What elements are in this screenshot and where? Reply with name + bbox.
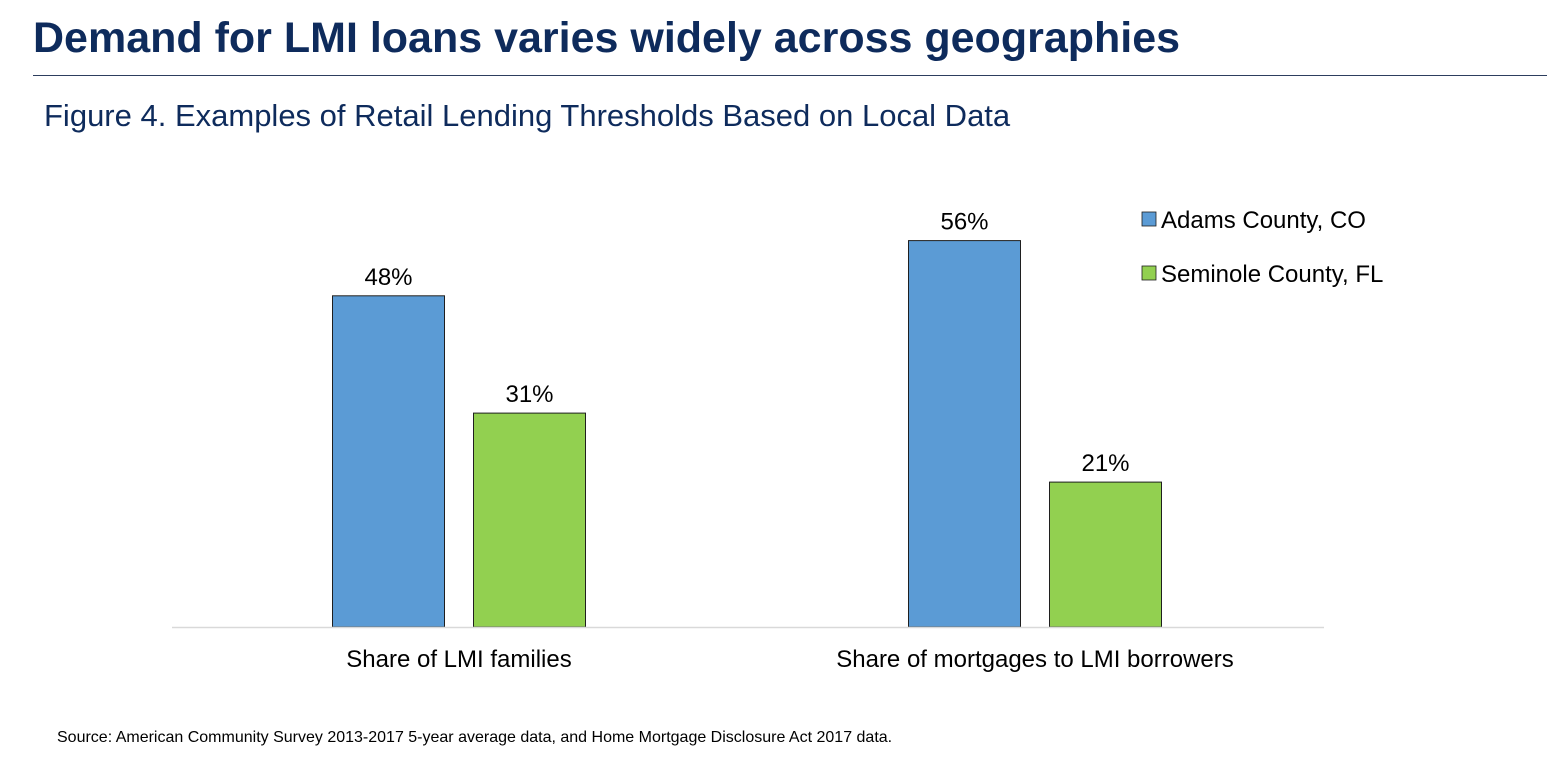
category-label: Share of LMI families bbox=[346, 646, 571, 673]
data-label: 31% bbox=[505, 381, 553, 408]
bar-seminole-2 bbox=[1049, 481, 1162, 628]
legend-swatch bbox=[1141, 265, 1157, 281]
slide-title: Demand for LMI loans varies widely acros… bbox=[33, 14, 1181, 62]
figure-title: Figure 4. Examples of Retail Lending Thr… bbox=[44, 98, 1011, 133]
title-divider bbox=[33, 75, 1547, 76]
legend-swatch bbox=[1141, 211, 1157, 227]
bar-seminole-1 bbox=[473, 412, 586, 628]
source-note: Source: American Community Survey 2013-2… bbox=[57, 729, 893, 746]
data-label: 48% bbox=[364, 264, 412, 291]
category-label: Share of mortgages to LMI borrowers bbox=[836, 646, 1234, 673]
legend-label: Adams County, CO bbox=[1161, 207, 1366, 234]
bar-adams-1 bbox=[332, 295, 445, 628]
bar-adams-2 bbox=[908, 240, 1021, 628]
data-label: 56% bbox=[940, 209, 988, 236]
legend-label: Seminole County, FL bbox=[1161, 261, 1383, 288]
data-label: 21% bbox=[1081, 450, 1129, 477]
